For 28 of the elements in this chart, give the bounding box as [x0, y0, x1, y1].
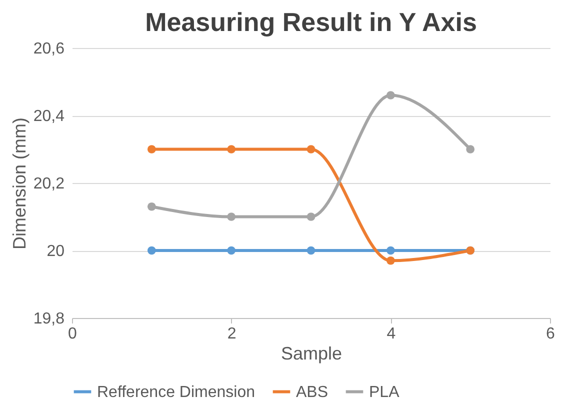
point [227, 212, 236, 221]
y-tick-label: 20 [46, 243, 65, 260]
point [227, 145, 236, 154]
y-tick-label: 20,4 [33, 108, 65, 125]
point [306, 145, 316, 154]
point [147, 246, 156, 255]
chart-title: Measuring Result in Y Axis [145, 7, 477, 37]
point [147, 202, 156, 211]
y-tick-label: 20,2 [33, 176, 65, 192]
point [386, 91, 395, 100]
point [306, 246, 316, 255]
y-axis-title: Dimension (mm) [9, 117, 30, 250]
point [386, 246, 395, 255]
legend-label: ABS [296, 384, 328, 401]
legend-label: Refference Dimension [97, 384, 256, 401]
x-tick-label: 0 [68, 326, 78, 342]
x-tick-label: 6 [546, 326, 556, 342]
point [227, 246, 236, 255]
legend-label: PLA [369, 384, 400, 401]
point [386, 256, 395, 265]
x-tick-label: 4 [386, 326, 396, 342]
point [466, 145, 475, 154]
y-tick-label: 19,8 [33, 310, 65, 328]
point [147, 145, 156, 154]
point [306, 212, 316, 221]
y-tick-label: 20,6 [33, 40, 65, 58]
x-tick-label: 2 [227, 326, 236, 342]
x-axis-title: Sample [280, 344, 342, 364]
